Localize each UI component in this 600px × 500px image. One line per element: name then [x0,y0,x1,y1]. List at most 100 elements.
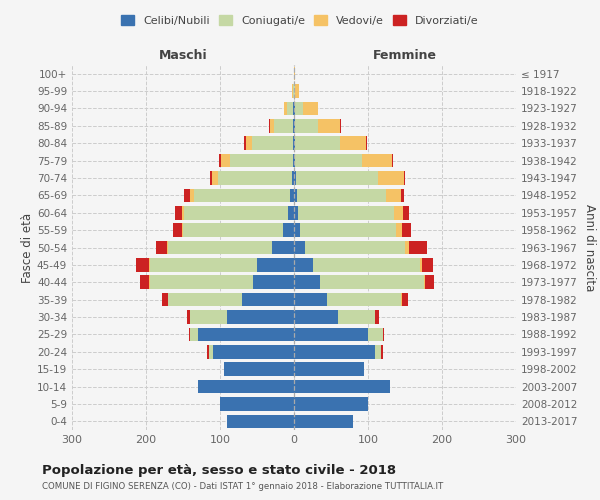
Bar [293,84,294,98]
Bar [292,84,293,98]
Text: Maschi: Maschi [158,50,208,62]
Bar [340,136,366,150]
Bar [294,206,298,220]
Bar [294,293,328,306]
Bar [227,414,294,428]
Text: COMUNE DI FIGINO SERENZA (CO) - Dati ISTAT 1° gennaio 2018 - Elaborazione TUTTIT: COMUNE DI FIGINO SERENZA (CO) - Dati IST… [42,482,443,491]
Bar [295,102,303,115]
Bar [328,293,401,306]
Bar [183,224,283,237]
Bar [212,171,218,185]
Bar [292,171,294,185]
Bar [272,240,294,254]
Bar [182,224,183,237]
Bar [340,119,341,132]
Bar [173,224,182,237]
Bar [425,276,434,289]
Bar [184,188,190,202]
Bar [283,224,294,237]
Bar [244,136,246,150]
Bar [294,397,368,410]
Text: Femmine: Femmine [373,50,437,62]
Bar [405,240,409,254]
Bar [422,258,433,272]
Bar [269,119,271,132]
Bar [294,328,368,341]
Bar [295,84,299,98]
Y-axis label: Anni di nascita: Anni di nascita [583,204,596,291]
Bar [294,310,338,324]
Bar [182,206,184,220]
Bar [294,345,376,358]
Bar [252,136,293,150]
Bar [242,293,294,306]
Bar [224,362,294,376]
Bar [366,136,367,150]
Bar [189,328,190,341]
Bar [288,206,294,220]
Bar [317,119,340,132]
Bar [401,188,404,202]
Bar [149,276,150,289]
Bar [402,224,411,237]
Bar [284,102,287,115]
Bar [297,188,386,202]
Bar [376,345,382,358]
Bar [305,240,405,254]
Bar [394,206,403,220]
Bar [287,102,293,115]
Bar [294,136,295,150]
Bar [368,328,383,341]
Bar [209,345,212,358]
Bar [246,136,252,150]
Text: Popolazione per età, sesso e stato civile - 2018: Popolazione per età, sesso e stato civil… [42,464,396,477]
Bar [377,171,404,185]
Bar [424,276,425,289]
Bar [157,240,167,254]
Bar [382,345,383,358]
Bar [184,206,288,220]
Bar [221,154,230,168]
Bar [294,276,320,289]
Bar [338,310,376,324]
Bar [293,102,294,115]
Bar [293,136,294,150]
Bar [294,240,305,254]
Bar [271,119,274,132]
Bar [227,310,294,324]
Bar [230,154,293,168]
Bar [190,328,198,341]
Bar [198,380,294,394]
Bar [294,224,300,237]
Bar [136,258,149,272]
Bar [208,345,209,358]
Bar [295,119,317,132]
Bar [294,188,297,202]
Bar [293,119,294,132]
Bar [404,171,405,185]
Bar [294,102,295,115]
Y-axis label: Fasce di età: Fasce di età [21,212,34,282]
Bar [362,154,392,168]
Bar [320,276,424,289]
Bar [168,293,242,306]
Bar [294,84,295,98]
Bar [294,362,364,376]
Bar [198,328,294,341]
Bar [396,224,402,237]
Bar [218,171,292,185]
Bar [190,310,227,324]
Bar [274,119,293,132]
Bar [294,119,295,132]
Bar [162,293,168,306]
Bar [295,154,362,168]
Bar [392,154,393,168]
Bar [300,224,396,237]
Bar [294,414,353,428]
Bar [187,310,190,324]
Bar [295,136,340,150]
Bar [212,345,294,358]
Bar [298,206,394,220]
Bar [168,240,272,254]
Bar [290,188,294,202]
